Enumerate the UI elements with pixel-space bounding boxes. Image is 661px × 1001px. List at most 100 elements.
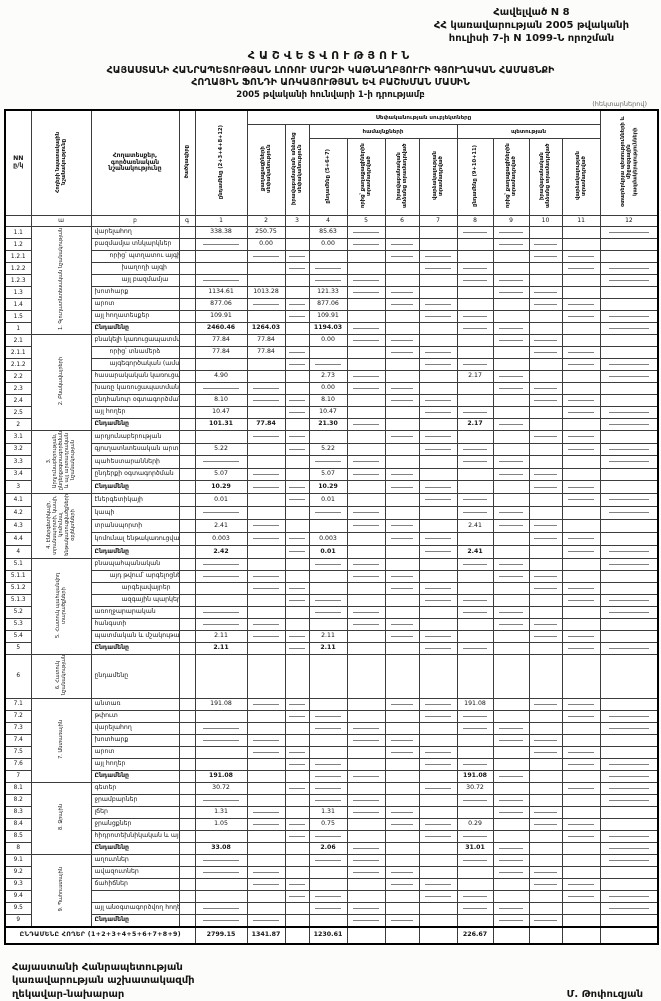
- value-cell: [384, 877, 420, 891]
- value-cell: [346, 877, 386, 891]
- value-cell: [284, 733, 310, 747]
- land-type-label: բազմամյա տնկարկներ: [90, 238, 180, 252]
- value-cell: [308, 913, 348, 928]
- value-cell: [492, 394, 530, 408]
- value-cell: [456, 480, 494, 494]
- land-type-label: ավազուտներ: [90, 865, 180, 879]
- col-header-state-legal: իրավաբանական անձանց տրամադրված: [528, 138, 563, 217]
- value-cell: [284, 558, 310, 572]
- value-cell: [384, 618, 420, 632]
- value-cell: [492, 913, 530, 928]
- value-cell: [528, 865, 563, 879]
- value-cell: [284, 467, 310, 482]
- value-cell: 2.41: [456, 544, 494, 560]
- table-header: NN ը/կ Հողերի նպատակային նշանակությունը …: [4, 109, 659, 228]
- row-number: 2.3: [4, 382, 32, 396]
- value-cell: [528, 455, 563, 469]
- value-cell: [246, 841, 286, 855]
- value-cell: 0.01: [194, 492, 248, 507]
- value-cell: [561, 298, 601, 312]
- value-cell: [418, 370, 458, 384]
- value-cell: [246, 518, 286, 533]
- value-cell: 1264.03: [246, 322, 286, 336]
- value-cell: [384, 841, 420, 855]
- row-number: 9.4: [4, 889, 32, 903]
- value-cell: 10.47: [194, 406, 248, 420]
- value-cell: [346, 709, 386, 723]
- value-cell: 30.72: [194, 781, 248, 795]
- table-row: 8 Ընդամենը 33.08 2.06 31.01: [4, 841, 659, 855]
- table-row: 9.4: [4, 889, 659, 903]
- value-cell: [346, 505, 386, 520]
- value-cell: [492, 630, 530, 644]
- value-cell: [308, 865, 348, 879]
- value-cell: [599, 582, 659, 596]
- land-type-label: որից՝ պտղատու այգի: [90, 250, 180, 264]
- row-number: 9.1: [4, 853, 32, 867]
- value-cell: [346, 455, 386, 469]
- value-cell: 877.06: [308, 298, 348, 312]
- value-cell: [599, 346, 659, 360]
- value-cell: [418, 570, 458, 584]
- value-cell: [599, 322, 659, 336]
- value-cell: [528, 642, 563, 656]
- value-cell: [384, 370, 420, 384]
- value-cell: 2.42: [194, 544, 248, 560]
- row-number: 4.1: [4, 492, 32, 507]
- value-cell: [561, 492, 601, 507]
- value-cell: [561, 250, 601, 264]
- value-cell: [384, 901, 420, 915]
- value-cell: [599, 642, 659, 656]
- value-cell: [528, 298, 563, 312]
- code-cell: [178, 394, 196, 408]
- signer-title-block: Հայաստանի Հանրապետության կառավարության ա…: [12, 961, 195, 1001]
- value-cell: [346, 570, 386, 584]
- row-number: 4.2: [4, 505, 32, 520]
- value-cell: [284, 531, 310, 546]
- table-row: 5 Ընդամենը 2.11 2.11: [4, 642, 659, 656]
- row-number: 9.5: [4, 901, 32, 915]
- value-cell: [384, 406, 420, 420]
- row-number: 8.3: [4, 805, 32, 819]
- report-date-line: 2005 թվականի հունվարի 1-ի դրությամբ: [236, 89, 425, 100]
- value-cell: [346, 467, 386, 482]
- value-cell: [418, 238, 458, 252]
- value-cell: [599, 467, 659, 482]
- value-cell: 0.00: [308, 382, 348, 396]
- value-cell: [528, 853, 563, 867]
- value-cell: 1.05: [194, 817, 248, 831]
- value-cell: 0.75: [308, 817, 348, 831]
- land-type-label: Ընդամենը: [90, 841, 180, 855]
- value-cell: [246, 817, 286, 831]
- value-cell: [561, 455, 601, 469]
- value-cell: [528, 274, 563, 288]
- land-type-label: հիդրոտեխնիկական և այլ ջրային: [90, 829, 180, 843]
- value-cell: [284, 226, 310, 240]
- value-cell: [456, 298, 494, 312]
- value-cell: [492, 226, 530, 240]
- value-cell: [528, 709, 563, 723]
- value-cell: [384, 250, 420, 264]
- value-cell: [418, 286, 458, 300]
- col-group-state: պետության: [456, 124, 601, 140]
- value-cell: [246, 781, 286, 795]
- value-cell: [284, 394, 310, 408]
- col-header-community-lease: վարձակալության տրամադրված: [418, 138, 458, 217]
- value-cell: [194, 745, 248, 759]
- value-cell: [599, 406, 659, 420]
- value-cell: [346, 298, 386, 312]
- table-row: 7.3 վարելահող: [4, 721, 659, 735]
- value-cell: [284, 455, 310, 469]
- value-cell: [561, 757, 601, 771]
- value-cell: [561, 286, 601, 300]
- value-cell: [528, 594, 563, 608]
- row-number: 1.4: [4, 298, 32, 312]
- value-cell: [492, 618, 530, 632]
- value-cell: [308, 901, 348, 915]
- value-cell: [384, 733, 420, 747]
- value-cell: [456, 382, 494, 396]
- table-row: 3.1 3. Արդյունաբերության, ընդերքօգտագործմ…: [4, 430, 659, 494]
- value-cell: [599, 570, 659, 584]
- value-cell: [346, 492, 386, 507]
- value-cell: [528, 531, 563, 546]
